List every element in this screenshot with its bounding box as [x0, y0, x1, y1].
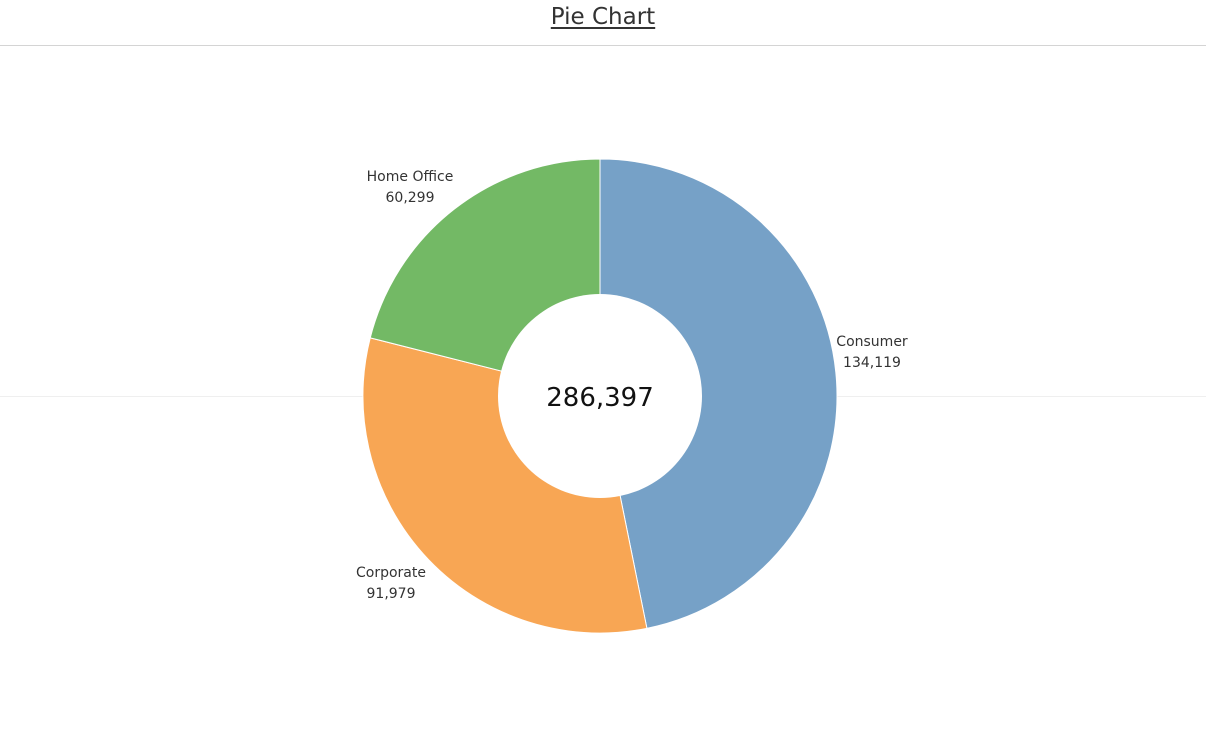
page-title[interactable]: Pie Chart [550, 4, 656, 30]
labels-group: Consumer 134,119 Corporate 91,979 Home Offic… [356, 169, 908, 602]
total-label: 286,397 [546, 383, 654, 413]
slice-label-home-office: Home Office [367, 169, 454, 185]
title-bar: Pie Chart [0, 0, 1206, 46]
donut-hole [498, 294, 702, 498]
pie-slice-consumer[interactable] [599, 158, 838, 629]
slice-value-consumer: 134,119 [843, 355, 901, 371]
slice-value-corporate: 91,979 [367, 586, 416, 602]
slice-label-consumer: Consumer [836, 334, 908, 350]
slice-value-home-office: 60,299 [386, 190, 435, 206]
slice-label-corporate: Corporate [356, 565, 426, 581]
